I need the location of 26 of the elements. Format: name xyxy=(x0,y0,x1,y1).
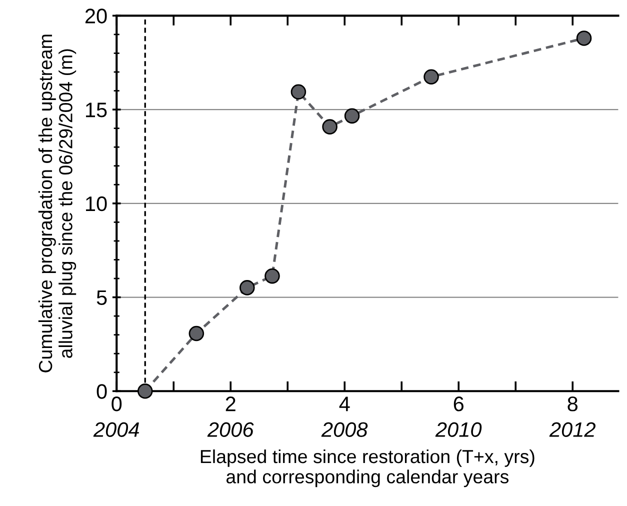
x2-tick-label: 2006 xyxy=(207,422,254,437)
point xyxy=(137,384,153,399)
point xyxy=(290,84,306,100)
y-tick-label: 20 xyxy=(85,8,107,24)
x2-tick-label: 2012 xyxy=(549,422,596,437)
y-tick-label: 0 xyxy=(96,384,107,399)
x-axis-title: Elapsed time since restoration (T+x, yrs) and corresponding calendar years xyxy=(200,449,534,488)
point xyxy=(344,108,360,124)
x-tick-label: 8 xyxy=(568,396,578,412)
x-tick-label: 6 xyxy=(454,396,464,412)
x-tick-label: 2 xyxy=(226,396,236,412)
y-axis-title: Cumulative progradation of the upstream alluvial plug since the 06/29/2004 (m) xyxy=(38,34,76,372)
point xyxy=(424,69,439,85)
y-tick-label: 15 xyxy=(86,102,107,118)
point xyxy=(188,326,204,342)
x2-tick-label: 2004 xyxy=(93,422,140,437)
point xyxy=(240,280,255,296)
y-tick-label: 10 xyxy=(86,196,107,212)
x-tick-label: 0 xyxy=(112,396,122,412)
x2-tick-label: 2010 xyxy=(435,422,482,437)
x-tick-label: 4 xyxy=(339,396,350,412)
point xyxy=(264,268,280,284)
point xyxy=(576,30,592,46)
y-tick-label: 5 xyxy=(96,290,107,306)
x2-tick-label: 2008 xyxy=(321,422,368,437)
point xyxy=(322,119,338,134)
